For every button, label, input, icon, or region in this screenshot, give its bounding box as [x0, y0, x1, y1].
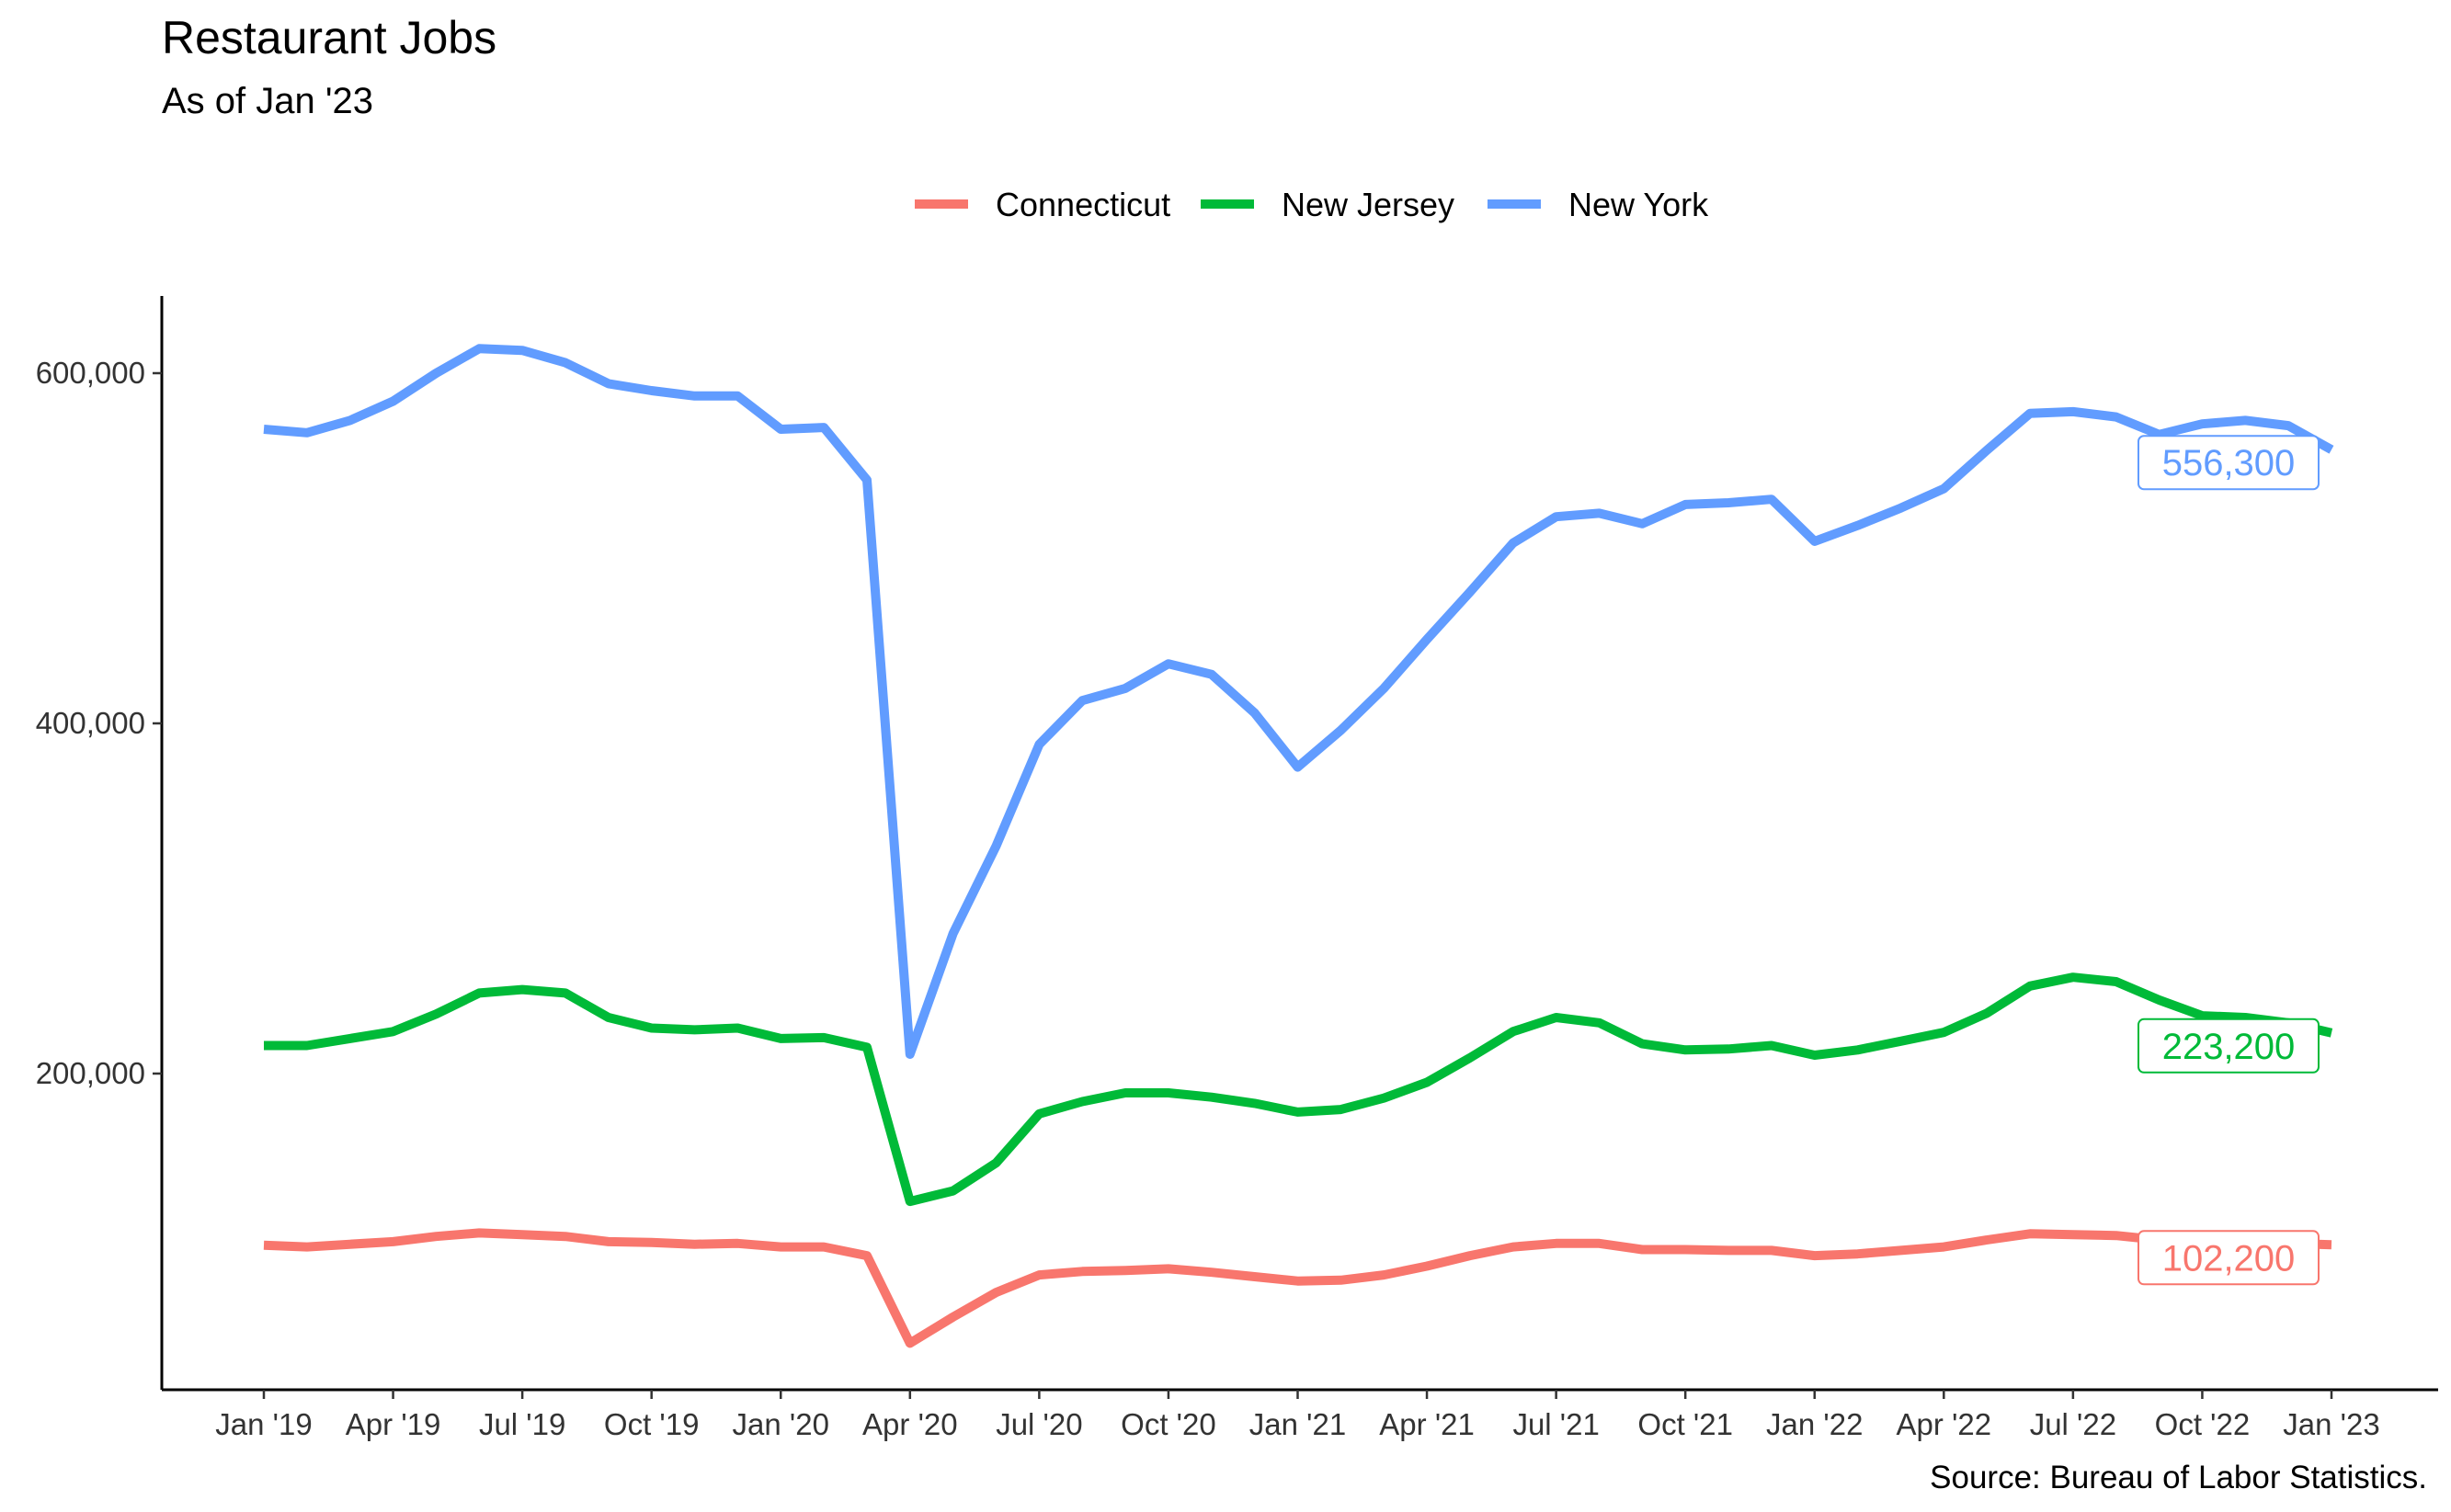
x-tick-label: Jan '20 — [733, 1407, 829, 1441]
x-tick-label: Jan '21 — [1249, 1407, 1346, 1441]
legend-label: New Jersey — [1282, 186, 1454, 223]
x-tick-label: Apr '19 — [346, 1407, 441, 1441]
x-tick-label: Jul '21 — [1512, 1407, 1599, 1441]
legend-item-new-york: New York — [1488, 186, 1709, 223]
x-tick-label: Apr '22 — [1897, 1407, 1992, 1441]
legend-item-connecticut: Connecticut — [915, 186, 1170, 223]
x-tick-label: Apr '20 — [862, 1407, 958, 1441]
end-label-connecticut: 102,200 — [2138, 1230, 2320, 1286]
series-line-new-york — [263, 344, 2334, 1059]
x-tick-label: Jul '22 — [2030, 1407, 2116, 1441]
y-tick-label: 600,000 — [36, 356, 145, 390]
y-tick-label: 200,000 — [36, 1056, 145, 1090]
legend: Connecticut New Jersey New York — [915, 186, 1709, 223]
end-label-box — [2138, 1230, 2320, 1286]
x-tick-label: Apr '21 — [1379, 1407, 1475, 1441]
legend-label: New York — [1568, 186, 1709, 223]
x-tick-label: Oct '19 — [604, 1407, 700, 1441]
end-label-text: 223,200 — [2162, 1027, 2296, 1067]
series-line-connecticut — [263, 1228, 2332, 1348]
x-tick-label: Jul '19 — [479, 1407, 565, 1441]
x-tick-label: Oct '21 — [1637, 1407, 1733, 1441]
x-tick-label: Jan '22 — [1766, 1407, 1863, 1441]
end-label-box — [2138, 435, 2320, 491]
end-label-new-jersey: 223,200 — [2138, 1017, 2320, 1074]
chart-title: Restaurant Jobs — [162, 12, 497, 63]
axes: 200,000 400,000 600,000 Jan '19 Apr '19 Jul '… — [36, 296, 2438, 1441]
chart-caption: Source: Bureau of Labor Statistics. — [1930, 1460, 2427, 1495]
series-lines — [263, 344, 2334, 1348]
legend-item-new-jersey: New Jersey — [1201, 186, 1454, 223]
end-label-text: 102,200 — [2162, 1238, 2296, 1279]
chart-subtitle: As of Jan '23 — [162, 81, 373, 121]
x-tick-label: Oct '20 — [1121, 1407, 1216, 1441]
end-labels: 102,200 223,200 556,300 — [2138, 435, 2320, 1286]
end-label-text: 556,300 — [2162, 443, 2296, 483]
x-tick-label: Oct '22 — [2155, 1407, 2251, 1441]
x-tick-label: Jul '20 — [996, 1407, 1082, 1441]
x-tick-label: Jan '19 — [215, 1407, 312, 1441]
end-label-box — [2138, 1017, 2320, 1074]
legend-label: Connecticut — [996, 186, 1170, 223]
x-tick-label: Jan '23 — [2283, 1407, 2379, 1441]
end-label-new-york: 556,300 — [2138, 435, 2320, 491]
series-line-new-jersey — [264, 972, 2333, 1207]
y-tick-label: 400,000 — [36, 706, 145, 740]
